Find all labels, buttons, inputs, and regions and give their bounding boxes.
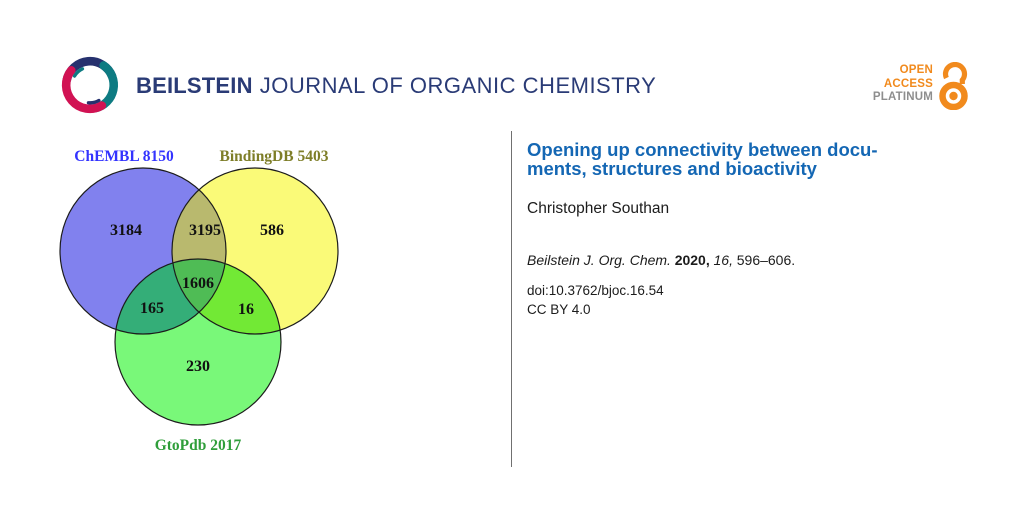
open-access-line1: OPEN <box>899 64 933 76</box>
venn-label-bindingdb: BindingDB 5403 <box>220 148 329 165</box>
article-license: CC BY 4.0 <box>527 302 591 317</box>
brand-name: BEILSTEIN <box>136 73 253 98</box>
venn-label-gtopdb: GtoPdb 2017 <box>155 437 242 454</box>
open-access-line3: PLATINUM <box>872 91 933 103</box>
venn-diagram: ChEMBL 8150 BindingDB 5403 GtoPdb 2017 3… <box>59 148 339 454</box>
article-title-line2: ments, structures and bioactivity <box>527 157 817 179</box>
venn-count-gtopdb-only: 230 <box>186 358 210 375</box>
citation-year: 2020, <box>674 252 710 268</box>
citation-journal: Beilstein J. Org. Chem. <box>527 252 671 268</box>
vertical-divider <box>511 131 512 467</box>
venn-outline-bindingdb <box>171 167 339 335</box>
article-title[interactable]: Opening up connectivity between docu-men… <box>527 139 967 179</box>
article-author: Christopher Southan <box>527 200 670 217</box>
journal-wordmark: BEILSTEIN JOURNAL OF ORGANIC CHEMISTRY <box>136 73 656 99</box>
venn-region-bindingdb-gtopdb <box>172 259 281 334</box>
open-access-label: OPEN ACCESS PLATINUM <box>845 64 933 105</box>
open-lock-icon <box>939 62 968 110</box>
citation-pages: 596–606. <box>736 252 796 268</box>
venn-count-chembl-gtopdb: 165 <box>140 300 164 317</box>
article-title-line1: Opening up connectivity between docu- <box>527 139 878 160</box>
venn-region-chembl-gtopdb <box>115 259 226 334</box>
venn-count-bindingdb-gtopdb: 16 <box>238 301 254 318</box>
open-access-line2: ACCESS <box>883 77 933 90</box>
venn-count-chembl-only: 3184 <box>110 222 142 239</box>
beilstein-logo-swirl-icon <box>61 56 119 114</box>
article-citation: Beilstein J. Org. Chem. 2020, 16, 596–606. <box>527 252 795 268</box>
venn-label-chembl: ChEMBL 8150 <box>74 148 174 165</box>
venn-count-bindingdb-only: 586 <box>260 222 284 239</box>
venn-count-all-three: 1606 <box>182 275 214 292</box>
venn-outline-gtopdb <box>114 258 282 426</box>
journal-name: JOURNAL OF ORGANIC CHEMISTRY <box>259 73 657 98</box>
citation-volume: 16, <box>713 252 733 268</box>
venn-outline-chembl <box>59 167 227 335</box>
article-doi: doi:10.3762/bjoc.16.54 <box>527 283 664 298</box>
venn-count-chembl-bindingdb: 3195 <box>189 222 221 239</box>
